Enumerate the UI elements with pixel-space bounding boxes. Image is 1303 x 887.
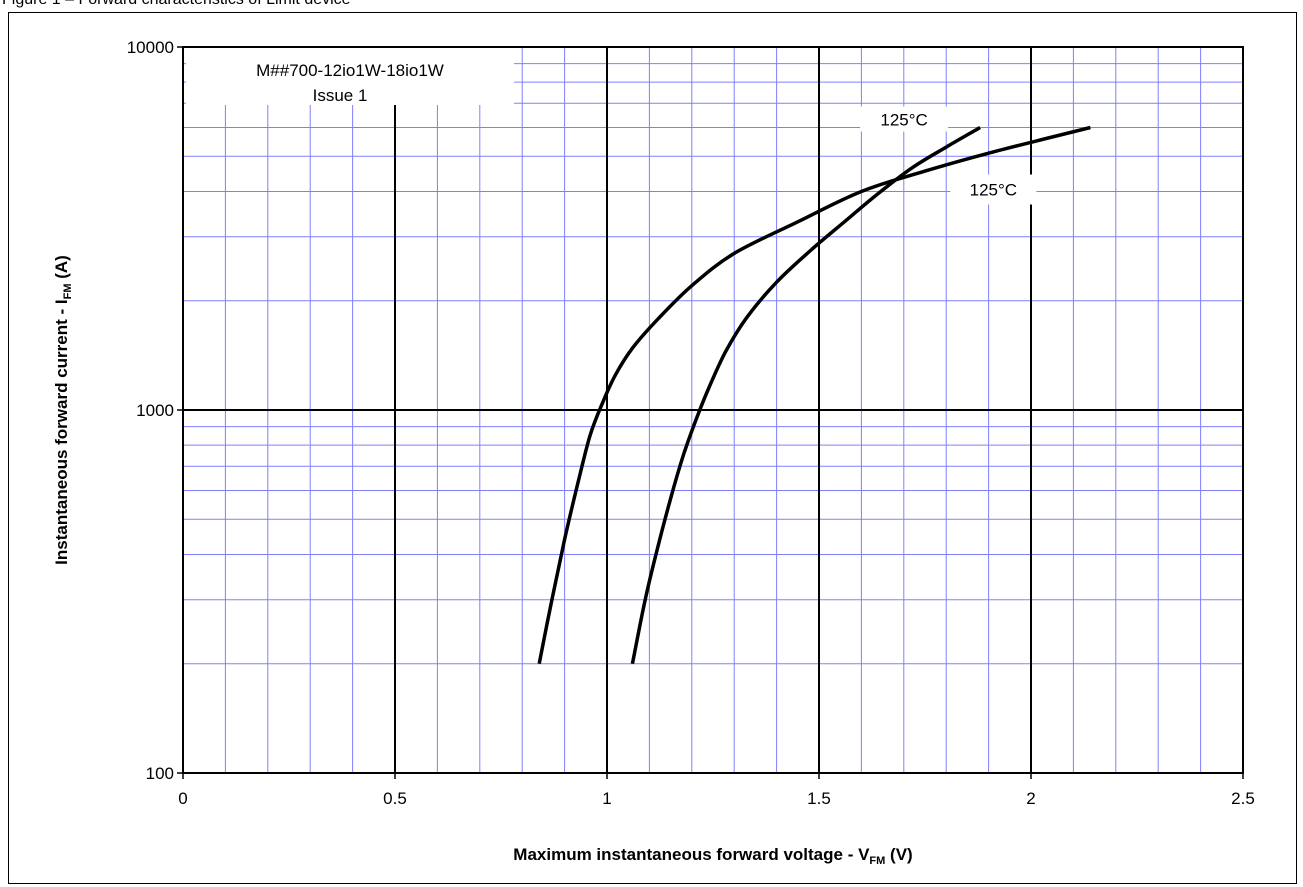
- figure-caption: Figure 1 – Forward characteristics of Li…: [2, 0, 351, 9]
- series-line-2: [630, 125, 981, 665]
- x-tick-label: 1.5: [807, 789, 831, 808]
- major-grid: [183, 47, 1243, 773]
- x-axis-label: Maximum instantaneous forward voltage - …: [513, 845, 912, 867]
- series-label-box-1: [950, 174, 1037, 205]
- y-tick-label: 1000: [136, 401, 174, 420]
- x-tick-label: 0: [178, 789, 187, 808]
- series-label-2: 125°C: [880, 111, 927, 130]
- series-label-box-2: [860, 106, 949, 132]
- x-tick-label: 0.5: [383, 789, 407, 808]
- y-tick-labels: 100 1000 10000: [127, 38, 183, 783]
- series-group: [537, 125, 1091, 665]
- annotation-line-1: M##700-12io1W-18io1W: [256, 61, 444, 80]
- x-tick-labels: 0 0.5 1 1.5 2 2.5: [178, 773, 1255, 808]
- x-tick-label: 1: [602, 789, 611, 808]
- annotation-box: [186, 48, 514, 105]
- series-label-1: 125°C: [970, 181, 1017, 200]
- series-line-1: [537, 125, 1091, 665]
- annotation-line-2: Issue 1: [313, 86, 368, 105]
- y-axis-label: Instantaneous forward current - IFM (A): [52, 255, 74, 565]
- y-tick-label: 100: [146, 764, 174, 783]
- y-tick-label: 10000: [127, 38, 174, 57]
- x-tick-label: 2: [1026, 789, 1035, 808]
- chart-frame: [8, 12, 1297, 884]
- series-labels: 125°C 125°C: [860, 106, 1037, 205]
- x-tick-label: 2.5: [1231, 789, 1255, 808]
